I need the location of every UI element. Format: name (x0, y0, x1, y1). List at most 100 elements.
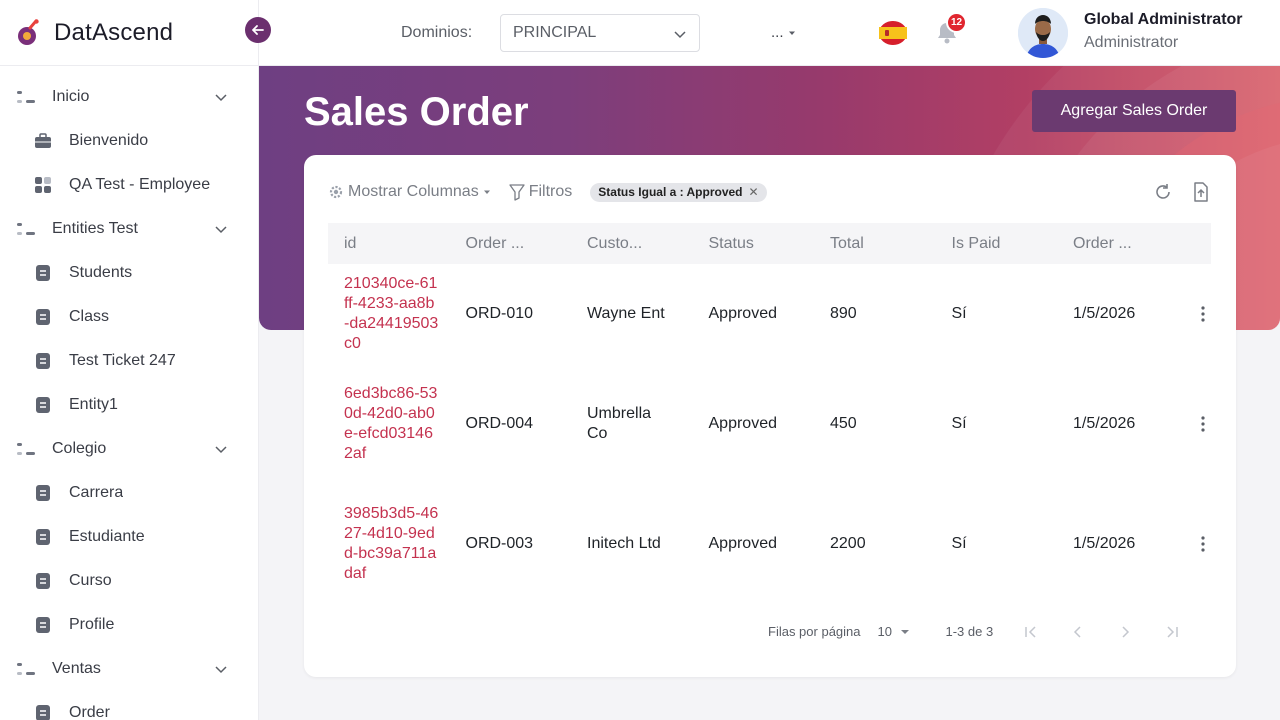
sidebar-group-ventas[interactable]: Ventas (0, 647, 258, 691)
row-is-paid: Sí (951, 535, 967, 552)
briefcase-icon (34, 132, 52, 150)
chevron-down-icon[interactable] (214, 90, 228, 104)
sidebar-group-label: Inicio (52, 88, 90, 105)
column-header-status[interactable]: Status (708, 234, 754, 252)
sidebar-item-students[interactable]: Students (0, 251, 258, 295)
add-sales-order-button[interactable]: Agregar Sales Order (1032, 90, 1236, 132)
more-menu[interactable]: ... (771, 24, 796, 41)
sidebar-item-class[interactable]: Class (0, 295, 258, 339)
avatar[interactable] (1018, 8, 1068, 58)
column-header-id[interactable]: id (344, 234, 357, 252)
first-page-icon[interactable] (1022, 625, 1040, 639)
sidebar-item-label: Profile (69, 616, 115, 633)
row-order-number: ORD-004 (465, 415, 534, 432)
refresh-icon[interactable] (1154, 182, 1172, 202)
filters-label: Filtros (528, 183, 573, 200)
document-icon (34, 616, 52, 634)
row-customer: Umbrella Co (587, 405, 652, 442)
export-icon[interactable] (1192, 182, 1210, 202)
table-row[interactable]: 3985b3d5-4627-4d10-9edd-bc39a711adaf ORD… (328, 484, 1211, 604)
sidebar-item-label: Class (69, 308, 110, 325)
gear-icon (329, 185, 343, 199)
caret-down-icon (900, 629, 909, 634)
domain-value: PRINCIPAL (513, 24, 597, 41)
previous-page-icon[interactable] (1069, 625, 1087, 639)
notification-badge: 12 (946, 12, 968, 33)
table-row[interactable]: 210340ce-61ff-4233-aa8b-da24419503c0 ORD… (328, 264, 1211, 364)
chevron-down-icon[interactable] (214, 442, 228, 456)
column-header-order-date[interactable]: Order ... (1073, 234, 1132, 252)
sidebar-item-bienvenido[interactable]: Bienvenido (0, 119, 258, 163)
row-order-date: 1/5/2026 (1073, 305, 1136, 322)
row-status: Approved (708, 535, 778, 552)
row-order-number: ORD-010 (465, 305, 534, 322)
user-role: Administrator (1084, 34, 1179, 51)
filter-chip[interactable]: Status Igual a : Approved ✕ (590, 182, 767, 202)
document-icon (34, 484, 52, 502)
menu-group-icon (16, 221, 36, 237)
sidebar-item-label: QA Test - Employee (69, 176, 211, 193)
page-range: 1-3 de 3 (945, 624, 994, 639)
menu-group-icon (16, 661, 36, 677)
caret-down-icon (788, 31, 795, 35)
show-columns-button[interactable]: Mostrar Columnas (328, 183, 491, 201)
row-id-link[interactable]: 210340ce-61ff-4233-aa8b-da24419503c0 (344, 275, 439, 352)
document-icon (34, 308, 52, 326)
sidebar-item-qa-test-employee[interactable]: QA Test - Employee (0, 163, 258, 207)
brand-name: DatAscend (54, 18, 174, 46)
caret-down-icon (483, 190, 490, 194)
spain-flag-icon[interactable] (878, 19, 908, 47)
rows-per-page-select[interactable]: 10 (878, 624, 928, 639)
sidebar-item-curso[interactable]: Curso (0, 559, 258, 603)
pagination: Filas por página 10 1-3 de 3 (768, 624, 1181, 639)
sidebar-item-entity1[interactable]: Entity1 (0, 383, 258, 427)
sidebar-group-entities-test[interactable]: Entities Test (0, 207, 258, 251)
arrow-left-icon (252, 25, 264, 35)
column-header-order-number[interactable]: Order ... (465, 234, 525, 252)
filter-icon (509, 184, 525, 201)
sidebar-group-colegio[interactable]: Colegio (0, 427, 258, 471)
topbar: Dominios: PRINCIPAL ... 12 Global Admini… (245, 0, 1280, 66)
row-is-paid: Sí (951, 305, 967, 322)
rows-per-page-label: Filas por página (768, 624, 861, 639)
row-actions-kebab-icon[interactable] (1179, 536, 1211, 552)
sidebar-item-label: Order (69, 704, 110, 720)
sidebar-nav: Inicio Bienvenido QA Test - Employee Entiti… (0, 66, 258, 720)
domain-select[interactable]: PRINCIPAL (500, 14, 700, 52)
sidebar-item-label: Estudiante (69, 528, 145, 545)
show-columns-label: Mostrar Columnas (348, 183, 479, 200)
last-page-icon[interactable] (1163, 625, 1181, 639)
sidebar-item-profile[interactable]: Profile (0, 603, 258, 647)
remove-filter-icon[interactable]: ✕ (748, 185, 759, 199)
row-id-link[interactable]: 3985b3d5-4627-4d10-9edd-bc39a711adaf (344, 505, 439, 582)
sidebar-item-label: Bienvenido (69, 132, 149, 149)
chevron-down-icon[interactable] (214, 662, 228, 676)
sidebar-item-carrera[interactable]: Carrera (0, 471, 258, 515)
grid-icon (34, 176, 52, 194)
row-order-date: 1/5/2026 (1073, 535, 1136, 552)
next-page-icon[interactable] (1116, 625, 1134, 639)
row-id-link[interactable]: 6ed3bc86-530d-42d0-ab0e-efcd031462af (344, 385, 438, 462)
collapse-sidebar-button[interactable] (245, 17, 271, 43)
brand[interactable]: DatAscend (0, 0, 258, 66)
row-actions-kebab-icon[interactable] (1179, 416, 1211, 432)
document-icon (34, 528, 52, 546)
sidebar-item-order[interactable]: Order (0, 691, 258, 720)
chevron-down-icon[interactable] (214, 222, 228, 236)
sidebar-item-label: Carrera (69, 484, 124, 501)
column-header-total[interactable]: Total (830, 234, 864, 252)
sidebar-group-inicio[interactable]: Inicio (0, 75, 258, 119)
table-actions (1154, 182, 1210, 202)
table-row[interactable]: 6ed3bc86-530d-42d0-ab0e-efcd031462af ORD… (328, 364, 1211, 484)
row-actions-kebab-icon[interactable] (1179, 306, 1211, 322)
column-header-customer[interactable]: Custo... (587, 234, 643, 252)
filters-button[interactable]: Filtros (509, 183, 573, 201)
sidebar-item-estudiante[interactable]: Estudiante (0, 515, 258, 559)
domain-label: Dominios: (401, 24, 473, 41)
sidebar-item-test-ticket-247[interactable]: Test Ticket 247 (0, 339, 258, 383)
column-header-is-paid[interactable]: Is Paid (951, 234, 1001, 252)
row-total: 2200 (830, 535, 866, 552)
sidebar: DatAscend Inicio Bienvenido QA Test - Empl… (0, 0, 259, 720)
row-customer: Initech Ltd (587, 535, 661, 552)
table-toolbar: Mostrar Columnas Filtros Status Igual a … (328, 181, 767, 203)
